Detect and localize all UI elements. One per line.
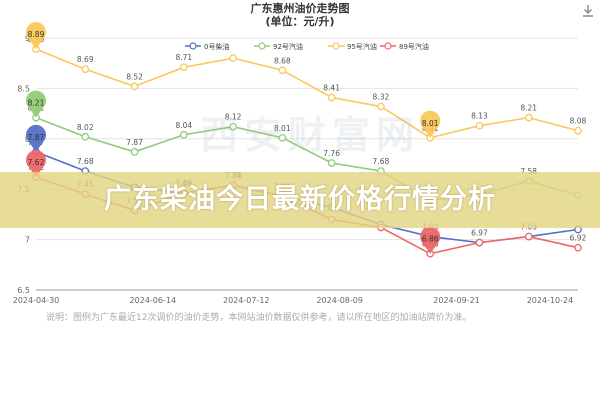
chart-title: 广东惠州油价走势图 (251, 1, 350, 15)
data-point (574, 243, 582, 252)
data-label: 8.69 (77, 55, 94, 64)
data-point (327, 93, 336, 102)
legend-label: 0号柴油 (204, 42, 229, 51)
grid-lines (36, 37, 578, 291)
data-point (179, 63, 188, 72)
legend-label: 89号汽油 (399, 42, 429, 51)
chart-note: 说明：图例为广东最近12次调价的油价走势，本网站油价数据仅供参考，请以所在地区的… (46, 313, 472, 323)
data-point (524, 232, 533, 241)
legend-marker (189, 42, 197, 50)
data-point (130, 82, 139, 91)
data-label: 7.58 (520, 167, 537, 176)
data-label: 8.32 (373, 93, 390, 102)
legend-marker (384, 42, 392, 50)
marker-pin-label: 8.21 (28, 99, 45, 108)
marker-pin-label: 8.89 (28, 30, 45, 39)
data-label: 6.92 (570, 234, 587, 243)
legend-marker (332, 42, 340, 50)
data-label: 8.04 (175, 121, 192, 130)
data-point (81, 65, 90, 74)
title-banner (0, 172, 600, 228)
data-label: 8.41 (323, 83, 340, 92)
data-label: 7.87 (126, 138, 143, 147)
data-point (475, 238, 484, 247)
banner-title: 广东柴油今日最新价格行情分析 (104, 184, 496, 215)
data-point (574, 126, 582, 135)
data-label: 8.68 (274, 56, 291, 65)
x-tick-label: 2024-06-14 (130, 296, 177, 305)
legend-label: 92号汽油 (273, 42, 303, 51)
data-label: 8.12 (225, 113, 242, 122)
x-tick-label: 2024-07-12 (223, 296, 270, 305)
x-axis: 2024-04-30 2024-06-14 2024-07-12 2024-08-09… (13, 289, 578, 305)
data-label: 8.21 (520, 104, 537, 113)
x-tick-label: 2024-04-30 (13, 296, 60, 305)
marker-pin (25, 150, 47, 178)
download-icon[interactable] (581, 4, 595, 18)
marker-pin (420, 110, 441, 138)
data-label: 7.68 (77, 157, 94, 166)
marker-pin (420, 226, 441, 254)
y-tick-label: 8.5 (17, 84, 30, 93)
data-label: 8.08 (570, 117, 587, 126)
x-tick-label: 2024-08-09 (316, 296, 363, 305)
x-tick-label: 2024-10-24 (527, 296, 574, 305)
data-point (278, 133, 287, 142)
marker-pin-label: 7.62 (28, 158, 45, 167)
y-tick-label: 6.5 (17, 286, 30, 295)
marker-pin (25, 90, 47, 118)
marker-pin-label: 7.87 (28, 133, 45, 142)
chart-subtitle: (单位：元/升) (265, 14, 334, 28)
data-point (130, 148, 139, 156)
data-point (475, 121, 484, 130)
series-line (35, 48, 579, 139)
data-label: 8.02 (77, 123, 94, 132)
data-label: 7.68 (373, 157, 390, 166)
marker-pin-label: 6.86 (422, 235, 439, 244)
data-label: 8.71 (175, 53, 192, 62)
data-point (377, 102, 385, 111)
legend-marker (258, 42, 266, 50)
data-point (327, 159, 336, 167)
data-label: 7.76 (323, 149, 340, 158)
y-tick-label: 9 (25, 34, 30, 43)
marker-pin (25, 22, 46, 50)
marker-pins: 7.87 8.21 8.89 7.62 8.01 6.86 (25, 22, 441, 254)
data-point (524, 113, 533, 122)
legend-label: 95号汽油 (347, 42, 377, 51)
data-point (229, 122, 237, 131)
data-point (179, 130, 188, 139)
data-label: 6.97 (471, 229, 488, 238)
data-label: 8.52 (126, 72, 143, 81)
data-point (81, 132, 90, 141)
marker-pin-label: 8.01 (422, 119, 439, 128)
marker-pin (25, 124, 47, 152)
legend[interactable]: 0号柴油 92号汽油 95号汽油 89号汽油 (185, 42, 429, 51)
y-tick-label: 7 (25, 236, 30, 245)
x-tick-label: 2024-09-21 (433, 296, 480, 305)
data-label: 8.13 (471, 112, 488, 121)
data-point (229, 54, 237, 63)
watermark-text: 西安财富网 (200, 113, 421, 157)
data-label: 8.01 (274, 124, 291, 133)
data-point (278, 66, 287, 75)
